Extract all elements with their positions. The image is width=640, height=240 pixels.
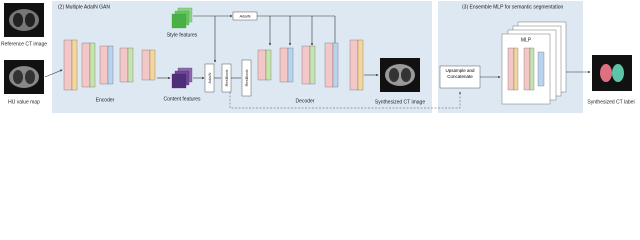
mlp-label: MLP bbox=[521, 37, 532, 43]
resblock-label: ResBlock bbox=[244, 70, 249, 87]
style-label: Style features bbox=[167, 32, 198, 38]
resblock-label: ResBlock bbox=[224, 70, 229, 87]
panel-title: (3) Ensemble MLP for semantic segmentati… bbox=[462, 4, 564, 10]
mlp-stack bbox=[501, 21, 567, 105]
adain-block-label: AdaIN bbox=[207, 72, 212, 83]
encoder-label: Encoder bbox=[96, 97, 115, 103]
output-label: Synthesized CT image bbox=[375, 99, 425, 105]
encoder bbox=[63, 39, 156, 91]
panel-title: (2) Multiple AdaIN GAN bbox=[58, 4, 110, 10]
adain-label: AdaIN bbox=[239, 13, 250, 18]
style-features bbox=[171, 7, 193, 29]
decoder bbox=[257, 39, 364, 91]
upsample-wrap: Upsample and Concatenate bbox=[445, 68, 475, 79]
upsample-label: Upsample and Concatenate bbox=[445, 68, 475, 79]
decoder-label: Decoder bbox=[296, 98, 315, 104]
output-label: Synthesized CT label bbox=[587, 99, 634, 105]
input-label: HU value map bbox=[8, 99, 40, 105]
content-features bbox=[171, 67, 193, 89]
resblock bbox=[241, 59, 252, 97]
content-label: Content features bbox=[164, 96, 201, 102]
diagram: (2) Multiple AdaIN GAN (3) Ensemble MLP … bbox=[1, 1, 635, 113]
input-label: Reference CT image bbox=[1, 41, 47, 47]
